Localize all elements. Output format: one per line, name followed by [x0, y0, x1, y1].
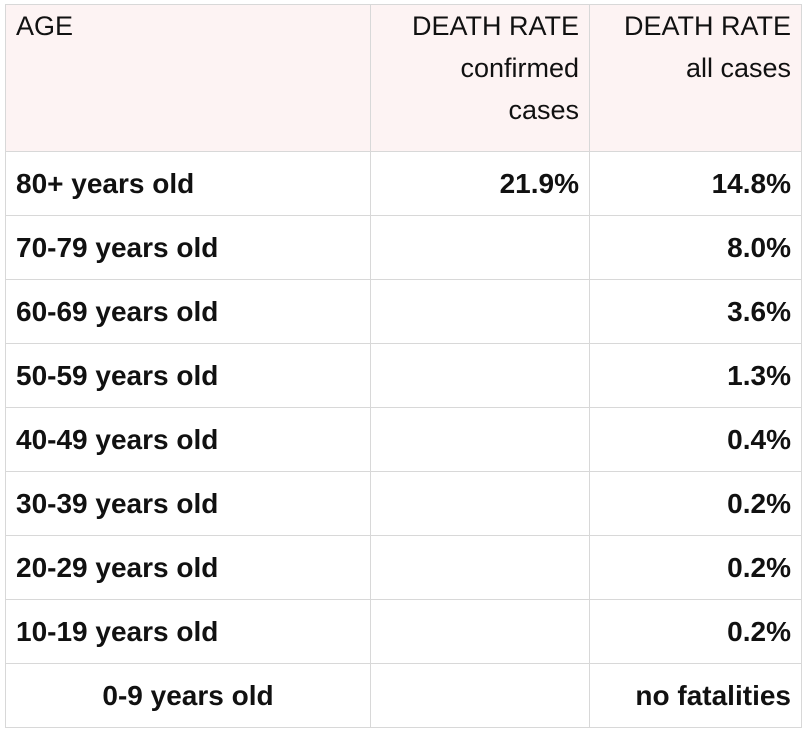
confirmed-rate-cell	[370, 407, 590, 472]
confirmed-rate-cell	[370, 663, 590, 728]
all-rate-cell: 0.2%	[589, 535, 802, 600]
header-confirmed-line-2: confirmed	[460, 53, 579, 83]
table-row: 50-59 years old 1.3%	[5, 343, 802, 408]
table-row: 20-29 years old 0.2%	[5, 535, 802, 600]
confirmed-rate-cell	[370, 535, 590, 600]
all-rate-cell: 8.0%	[589, 215, 802, 280]
header-all-line-2: all cases	[685, 53, 791, 83]
confirmed-rate-cell	[370, 215, 590, 280]
table-header: AGE DEATH RATE confirmed cases DEATH RAT…	[5, 4, 802, 152]
table-row: 10-19 years old 0.2%	[5, 599, 802, 664]
all-rate-cell: 3.6%	[589, 279, 802, 344]
confirmed-rate-cell	[370, 279, 590, 344]
table-row: 40-49 years old 0.4%	[5, 407, 802, 472]
all-rate-cell: 0.2%	[589, 471, 802, 536]
header-all-line-1: DEATH RATE	[623, 11, 791, 41]
age-cell: 60-69 years old	[5, 279, 371, 344]
all-rate-cell: 0.4%	[589, 407, 802, 472]
all-rate-cell: 0.2%	[589, 599, 802, 664]
all-rate-cell: 1.3%	[589, 343, 802, 408]
confirmed-rate-cell	[370, 471, 590, 536]
age-cell: 20-29 years old	[5, 535, 371, 600]
age-cell: 0-9 years old	[5, 663, 371, 728]
all-rate-cell: no fatalities	[589, 663, 802, 728]
age-cell: 30-39 years old	[5, 471, 371, 536]
table-row: 70-79 years old 8.0%	[5, 215, 802, 280]
age-cell: 80+ years old	[5, 151, 371, 216]
all-rate-cell: 14.8%	[589, 151, 802, 216]
table-row: 0-9 years old no fatalities	[5, 663, 802, 728]
header-row: AGE DEATH RATE confirmed cases DEATH RAT…	[5, 4, 802, 152]
age-cell: 40-49 years old	[5, 407, 371, 472]
age-cell: 50-59 years old	[5, 343, 371, 408]
header-age: AGE	[5, 4, 371, 152]
death-rate-table: AGE DEATH RATE confirmed cases DEATH RAT…	[5, 4, 802, 728]
table-row: 60-69 years old 3.6%	[5, 279, 802, 344]
header-death-rate-all: DEATH RATE all cases	[589, 4, 802, 152]
header-age-label: AGE	[16, 11, 74, 41]
age-cell: 70-79 years old	[5, 215, 371, 280]
table-row: 80+ years old 21.9% 14.8%	[5, 151, 802, 216]
confirmed-rate-cell	[370, 343, 590, 408]
header-death-rate-confirmed: DEATH RATE confirmed cases	[370, 4, 590, 152]
table-body: 80+ years old 21.9% 14.8% 70-79 years ol…	[5, 151, 802, 728]
confirmed-rate-cell: 21.9%	[370, 151, 590, 216]
confirmed-rate-cell	[370, 599, 590, 664]
age-cell: 10-19 years old	[5, 599, 371, 664]
header-confirmed-line-1: DEATH RATE	[411, 11, 579, 41]
table-row: 30-39 years old 0.2%	[5, 471, 802, 536]
header-confirmed-line-3: cases	[508, 95, 579, 125]
